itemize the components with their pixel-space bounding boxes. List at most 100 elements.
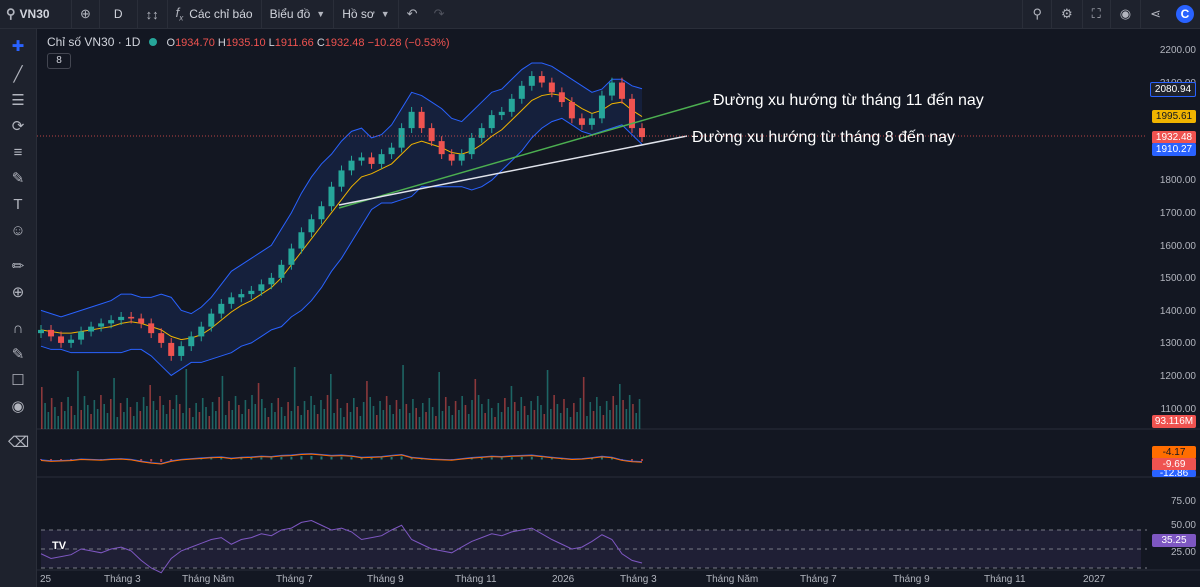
candle-body: [488, 115, 495, 129]
chart-menu-label: Biểu đồ: [269, 7, 311, 21]
share-button[interactable]: ⋖: [1140, 0, 1170, 28]
volume-bar: [195, 403, 197, 429]
pattern-tool-icon[interactable]: ⟳: [11, 118, 25, 135]
macd-histogram-bar: [380, 457, 383, 460]
volume-bar: [129, 407, 132, 429]
volume-bar: [375, 415, 378, 429]
chart-legend: Chỉ số VN30 · 1D O1934.70 H1935.10 L1911…: [47, 35, 450, 49]
fib-tool-icon[interactable]: ≡: [13, 144, 23, 161]
profile-menu-button[interactable]: Hồ sơ ▼: [334, 0, 399, 28]
macd-histogram-bar: [220, 457, 223, 460]
candle-body: [628, 98, 635, 129]
high-value: 1935.10: [225, 37, 266, 49]
drawing-toolbar: ✚ ╱ ☰ ⟳ ≡ ✎ T ☺ ✏ ⊕ ∩ ✎ ☐ ◉ ⌫: [0, 29, 37, 587]
volume-bar: [408, 413, 411, 429]
chart-menu-button[interactable]: Biểu đồ ▼: [262, 0, 335, 28]
low-value: 1911.66: [274, 37, 314, 49]
bb-length-badge[interactable]: 8: [47, 53, 71, 69]
macd-tag: -4.17: [1152, 446, 1196, 459]
volume-bar: [481, 404, 483, 429]
eye-icon[interactable]: ◉: [11, 398, 25, 415]
candle-body: [38, 329, 44, 334]
bb-upper-tag: 2080.94: [1150, 82, 1196, 97]
candle-body: [378, 154, 385, 164]
emoji-tool-icon[interactable]: ☺: [10, 222, 26, 239]
candle-body: [408, 111, 415, 129]
redo-button[interactable]: ↷: [426, 0, 453, 28]
snapshot-button[interactable]: ◉: [1109, 0, 1140, 28]
lock-drawing-tool-icon[interactable]: ✎: [11, 346, 25, 363]
interval-button[interactable]: D: [100, 0, 138, 28]
candle-body: [128, 316, 135, 319]
lock-icon[interactable]: ☐: [11, 372, 25, 389]
candle-body: [348, 160, 355, 171]
bb-lower-tag: 1910.27: [1152, 143, 1196, 156]
candle-body: [368, 157, 375, 164]
volume-bar: [625, 409, 628, 429]
indicators-button[interactable]: fx Các chỉ báo: [168, 0, 262, 28]
chevron-down-icon: ▼: [316, 9, 326, 19]
macd-signal-line: [40, 453, 643, 465]
price-axis-label: 1200.00: [1159, 371, 1196, 382]
top-toolbar: ⚲ VN30 ⊕ D ↕↕ fx Các chỉ báo Biểu đồ ▼ H…: [0, 0, 1200, 29]
volume-bar: [343, 417, 345, 429]
volume-bar: [382, 410, 385, 429]
volume-bar: [162, 405, 165, 429]
chart-type-button[interactable]: ↕↕: [138, 0, 168, 28]
candle-body: [88, 326, 95, 332]
brush-tool-icon[interactable]: ✎: [11, 170, 25, 187]
volume-bar: [359, 416, 362, 429]
volume-bar: [178, 404, 181, 429]
indicators-label: Các chỉ báo: [189, 7, 253, 21]
ruler-tool-icon[interactable]: ✏: [11, 258, 25, 275]
share-icon: ⋖: [1150, 6, 1161, 21]
volume-bar: [441, 411, 444, 429]
chart-canvas[interactable]: [37, 29, 1200, 587]
settings-button[interactable]: ⚙: [1050, 0, 1082, 28]
text-tool-icon[interactable]: T: [13, 196, 23, 213]
compare-button[interactable]: ⊕: [72, 0, 100, 28]
volume-bar: [169, 400, 171, 429]
bb-lower-line: [40, 117, 643, 377]
price-axis-label: 1700.00: [1159, 208, 1196, 219]
candle-body: [478, 128, 485, 138]
volume-bar: [211, 402, 214, 429]
volume-bar: [530, 401, 532, 429]
tradingview-logo[interactable]: TV: [52, 540, 67, 552]
volume-bar: [540, 405, 542, 429]
trend-line-tool-icon[interactable]: ╱: [13, 66, 23, 83]
high-label: H: [217, 37, 226, 49]
fullscreen-button[interactable]: ⛶: [1081, 0, 1110, 28]
chart-title: Chỉ số VN30 · 1D: [47, 35, 141, 49]
candle-body: [168, 342, 175, 356]
crosshair-tool-icon[interactable]: ✚: [11, 38, 25, 55]
low-label: L: [268, 37, 275, 49]
volume-bar: [615, 405, 618, 429]
horizontal-lines-tool-icon[interactable]: ☰: [11, 92, 25, 109]
candle-body: [188, 336, 195, 347]
volume-bar: [264, 408, 266, 429]
volume-bar: [251, 395, 253, 429]
quick-search-button[interactable]: ⚲: [1022, 0, 1051, 28]
time-axis-label: Tháng 11: [984, 574, 1026, 585]
volume-bar: [139, 411, 142, 429]
annotation-trend-august[interactable]: Đường xu hướng từ tháng 8 đến nay: [692, 129, 956, 146]
brand-logo[interactable]: C: [1176, 5, 1194, 23]
volume-bar: [261, 399, 263, 429]
volume-bar: [205, 407, 207, 429]
annotation-trend-november[interactable]: Đường xu hướng từ tháng 11 đến nay: [713, 92, 984, 109]
zoom-tool-icon[interactable]: ⊕: [11, 284, 25, 301]
trash-icon[interactable]: ⌫: [8, 434, 30, 451]
symbol-search[interactable]: ⚲ VN30: [0, 0, 72, 28]
price-axis-label: 2200.00: [1159, 45, 1196, 56]
macd-histogram-bar: [40, 459, 42, 460]
rsi-tag: 35.25: [1152, 534, 1196, 547]
profile-menu-label: Hồ sơ: [342, 7, 375, 21]
market-status-dot: [149, 38, 158, 46]
volume-bar: [172, 409, 174, 429]
volume-bar: [517, 411, 519, 429]
volume-bar: [280, 407, 283, 429]
volume-bar: [612, 396, 615, 429]
magnet-tool-icon[interactable]: ∩: [12, 320, 24, 337]
undo-button[interactable]: ↶: [399, 0, 426, 28]
